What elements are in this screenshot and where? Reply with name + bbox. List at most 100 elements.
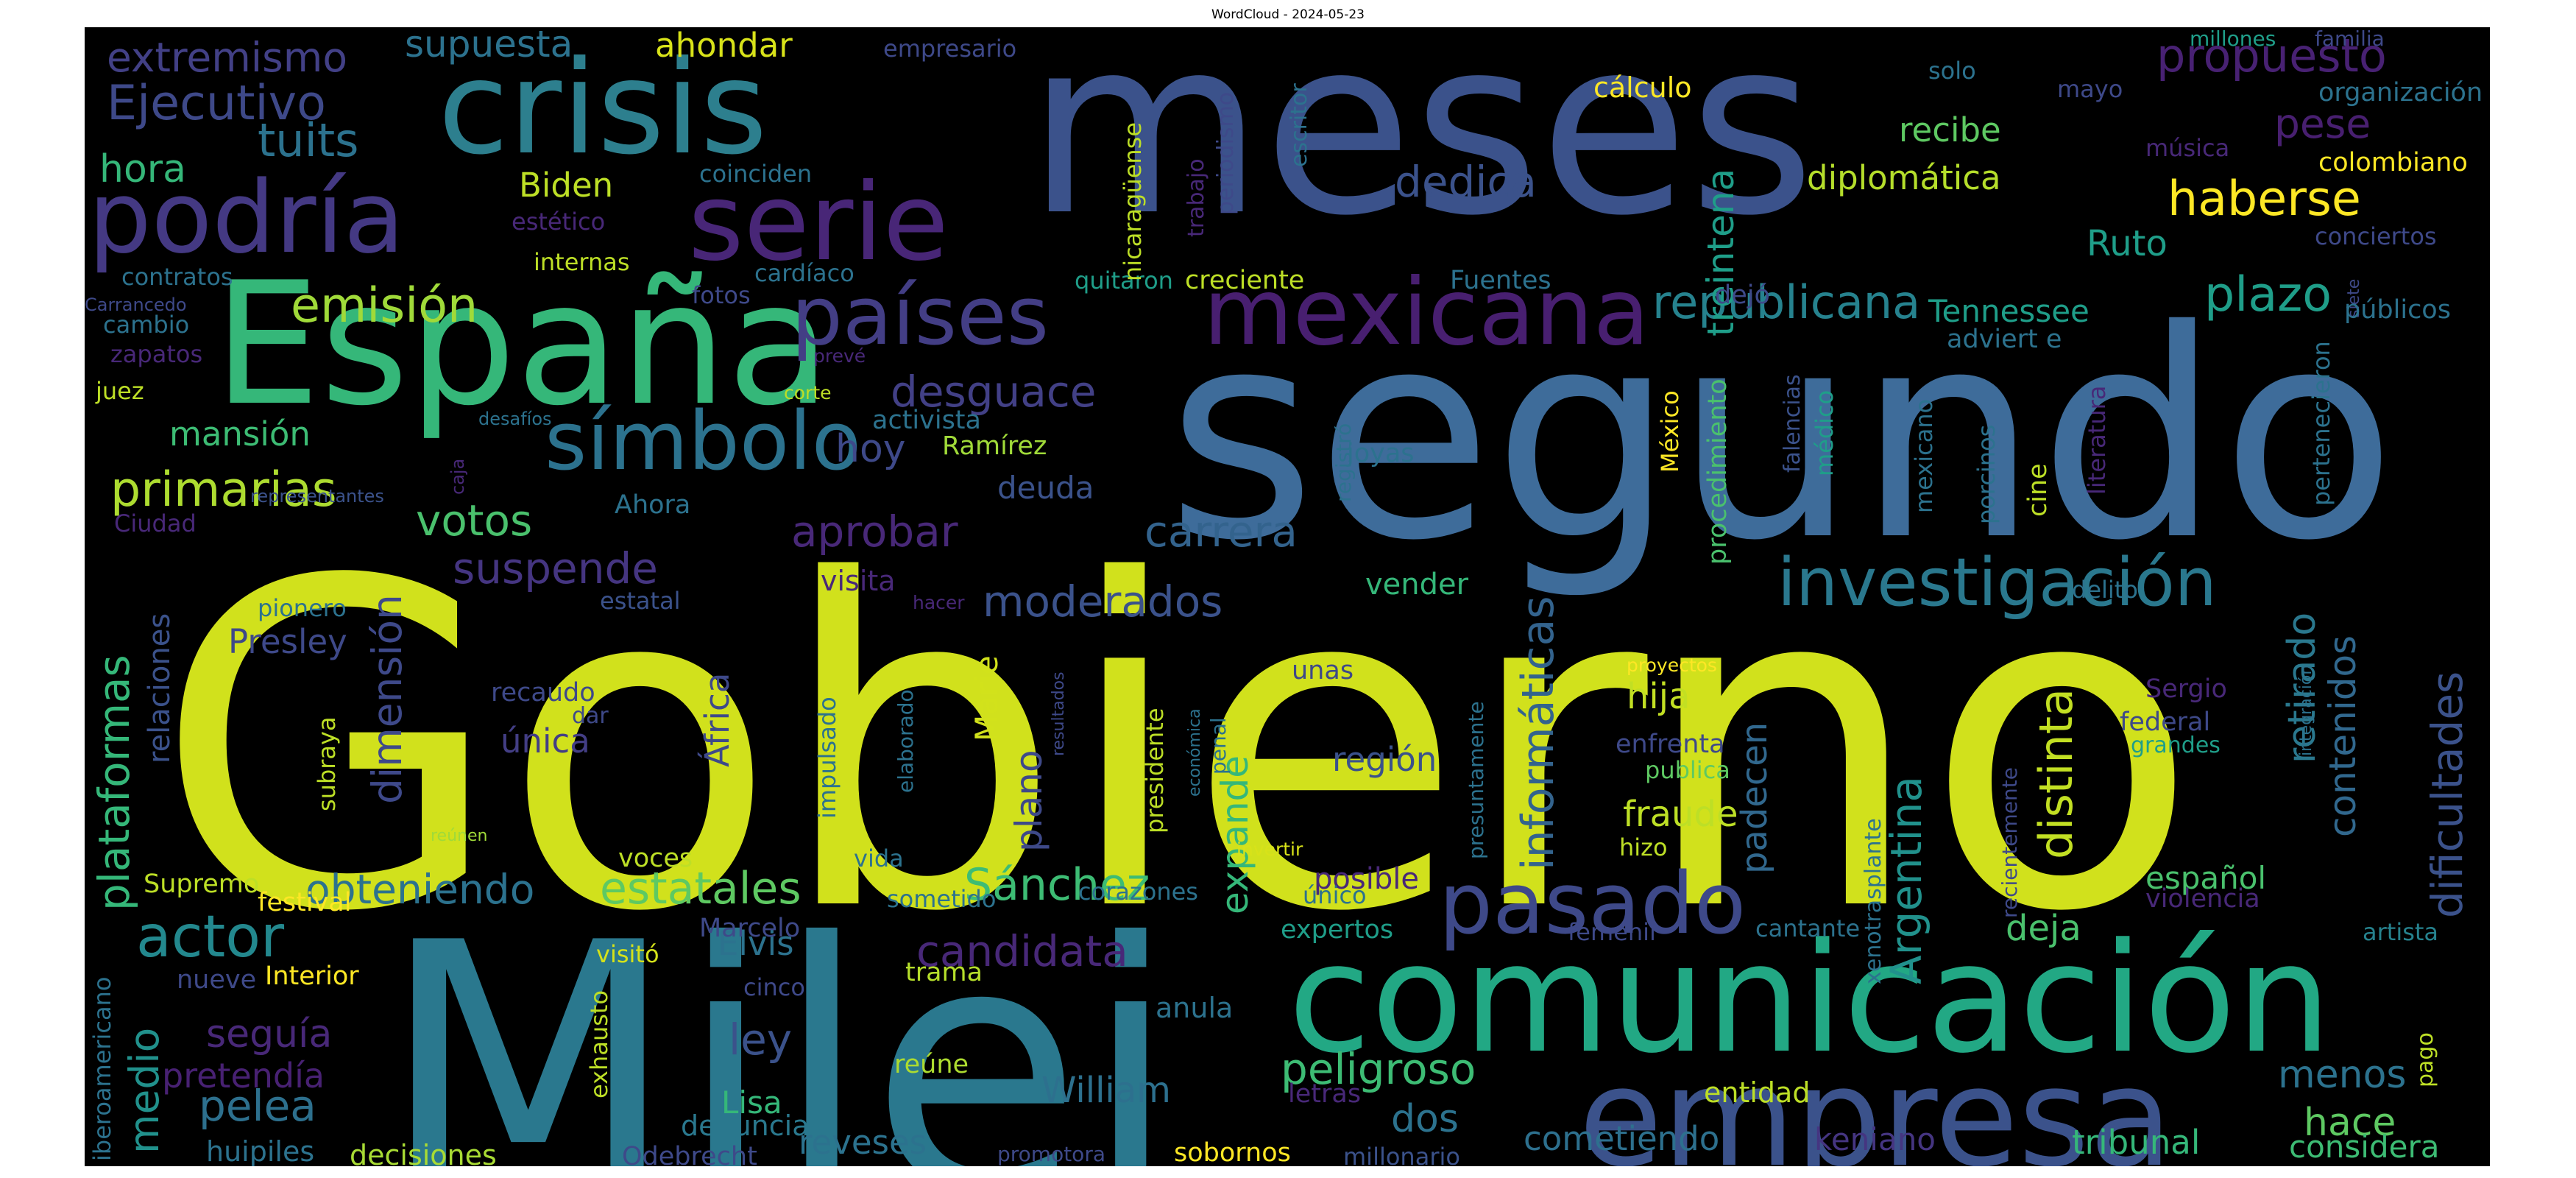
word-solo: solo — [1928, 57, 1976, 85]
word-desafios: desafíos — [478, 409, 552, 429]
word-exhausto: exhausto — [585, 990, 613, 1098]
word-unico: único — [1303, 881, 1367, 909]
word-argentina: Argentina — [1881, 776, 1931, 984]
word-recibe: recibe — [1899, 110, 2001, 149]
word-publica: publica — [1645, 756, 1730, 784]
word-dimension: dimensión — [364, 594, 411, 804]
word-caja: caja — [447, 459, 468, 495]
word-diplomatica: diplomática — [1807, 158, 2001, 197]
word-resultados: resultados — [1050, 671, 1068, 756]
word-deja: deja — [2006, 908, 2081, 949]
word-literatura: literatura — [2083, 386, 2111, 495]
word-promotora: promotora — [997, 1142, 1105, 1166]
word-proyectos: proyectos — [1627, 655, 1717, 676]
word-estetico: estético — [512, 208, 605, 236]
word-cine: cine — [2023, 463, 2053, 517]
word-mexicano: mexicano — [1910, 399, 1938, 513]
word-ahondar: ahondar — [655, 27, 793, 65]
word-william: William — [1041, 1070, 1171, 1111]
word-pretendia: pretendía — [162, 1056, 325, 1096]
word-familia: familia — [2315, 27, 2385, 51]
word-interior: Interior — [265, 962, 359, 991]
word-letras: letras — [1288, 1079, 1361, 1109]
word-carrera: carrera — [1144, 507, 1298, 557]
word-coinciden: coinciden — [699, 160, 812, 188]
word-presley: Presley — [228, 622, 347, 661]
word-keniano: keniano — [1814, 1121, 1936, 1157]
word-elaborado: elaborado — [894, 689, 918, 793]
word-region: región — [1332, 740, 1437, 779]
word-padecen: padecen — [1734, 722, 1775, 874]
word-republicana: republicana — [1652, 275, 1920, 329]
word-segundo: segundo — [1167, 269, 2396, 603]
word-serie: serie — [688, 161, 949, 285]
word-obteniendo: obteniendo — [305, 866, 534, 913]
word-representantes: representantes — [250, 486, 384, 507]
word-falencias: falencias — [1780, 374, 1805, 473]
word-estatales: estatales — [600, 863, 802, 914]
word-tribunal: tribunal — [2072, 1123, 2200, 1162]
word-considera: considera — [2289, 1129, 2439, 1165]
word-festival: festival — [258, 888, 351, 917]
word-marcelo: Marcelo — [699, 914, 800, 943]
word-joyas: joyas — [1346, 439, 1415, 468]
word-mexico: México — [1656, 390, 1684, 473]
word-elvis: Elvis — [718, 924, 794, 963]
word-cometiendo: cometiendo — [1524, 1119, 1719, 1158]
word-integracion: integración — [2297, 665, 2315, 756]
word-unica: única — [500, 722, 590, 761]
word-podria: podría — [88, 160, 405, 275]
word-mexicana: mexicana — [1203, 259, 1649, 366]
word-extremismo: extremismo — [107, 34, 347, 81]
word-contenidos: contenidos — [2321, 635, 2364, 837]
word-actor: actor — [136, 904, 285, 970]
word-unas: unas — [1292, 656, 1354, 685]
word-hoy: hoy — [835, 427, 906, 471]
word-internas: internas — [534, 248, 630, 276]
word-empresario: empresario — [883, 35, 1016, 63]
word-odebrecht: Odebrecht — [622, 1142, 757, 1166]
word-entidad: entidad — [1704, 1076, 1810, 1109]
word-dedica: dedica — [1395, 157, 1537, 207]
word-impulsado: impulsado — [813, 696, 841, 819]
word-marie: Marie — [969, 655, 1005, 741]
word-xenotrasplante: xenotrasplante — [1861, 818, 1886, 984]
word-treintena: treintena — [1699, 169, 1742, 336]
word-moderados: moderados — [983, 576, 1222, 627]
word-iberoamericano: iberoamericano — [88, 977, 116, 1162]
word-plano: plano — [1008, 750, 1050, 852]
word-medico: médico — [1811, 390, 1839, 476]
word-propuesto: propuesto — [2156, 29, 2387, 82]
word-visito: visitó — [596, 940, 659, 968]
word-recientemente: recientemente — [1998, 767, 2022, 918]
word-reveses: reveses — [799, 1123, 927, 1162]
word-fotos: fotos — [692, 281, 751, 309]
word-millones: millones — [2190, 27, 2276, 51]
word-nicaraguense: nicaragüense — [1119, 122, 1147, 281]
word-expande: expande — [1214, 755, 1256, 914]
word-carrancedo: Carrancedo — [85, 294, 187, 315]
word-dar: dar — [572, 703, 609, 729]
word-expertos: expertos — [1281, 915, 1393, 945]
word-pasado: pasado — [1439, 855, 1746, 953]
word-juez: juez — [95, 377, 144, 405]
word-procedimiento: procedimiento — [1703, 378, 1733, 565]
word-periodismo: periodismo — [1213, 92, 1239, 215]
word-simbolo: símbolo — [545, 394, 861, 488]
word-activista: activista — [872, 406, 981, 435]
word-calculo: cálculo — [1593, 71, 1692, 104]
word-presuntamente: presuntamente — [1464, 701, 1488, 859]
word-federal: federal — [2120, 708, 2210, 737]
word-pelea: pelea — [199, 1081, 316, 1131]
word-africa: África — [698, 673, 737, 767]
word-vender: vender — [1365, 568, 1469, 602]
word-colombiano: colombiano — [2318, 148, 2468, 177]
word-aprobar: aprobar — [791, 507, 958, 557]
word-fuentes: Fuentes — [1450, 266, 1551, 295]
word-mansion: mansión — [169, 415, 311, 454]
word-espana: España — [213, 247, 831, 443]
word-ruto: Ruto — [2087, 223, 2168, 264]
word-hora: hora — [99, 147, 186, 191]
word-sometido: sometido — [887, 885, 996, 913]
word-preve: prevé — [813, 345, 866, 367]
